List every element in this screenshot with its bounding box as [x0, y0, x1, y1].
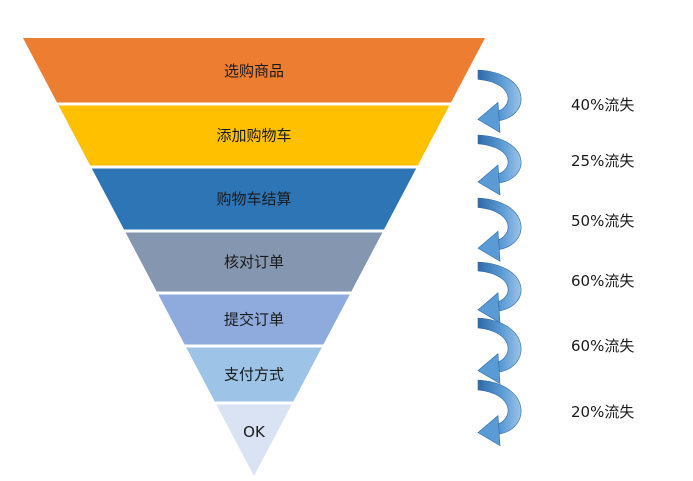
curved-arrow-icon — [477, 197, 522, 262]
stage-band-7 — [216, 404, 292, 476]
loss-arrows — [477, 69, 522, 447]
loss-label-2: 25%流失 — [571, 152, 634, 170]
loss-label-5: 60%流失 — [571, 337, 634, 355]
loss-label-4: 60%流失 — [571, 272, 634, 290]
funnel-stages — [23, 38, 485, 476]
curved-arrow-icon — [477, 317, 522, 385]
loss-label-3: 50%流失 — [571, 212, 634, 230]
stage-label-1: 选购商品 — [224, 62, 284, 80]
curved-arrow-icon — [477, 134, 522, 196]
stage-label-2: 添加购物车 — [216, 127, 291, 145]
curved-arrow-icon — [477, 379, 522, 447]
stage-band-2 — [58, 105, 450, 166]
curved-arrow-icon — [477, 261, 522, 324]
stage-band-5 — [158, 294, 350, 345]
stage-band-4 — [125, 232, 383, 292]
loss-label-1: 40%流失 — [571, 96, 634, 114]
stage-band-1 — [23, 38, 485, 103]
stage-label-5: 提交订单 — [224, 311, 284, 329]
stage-label-7: OK — [243, 423, 266, 441]
stage-label-3: 购物车结算 — [216, 190, 291, 208]
stage-labels: 选购商品 添加购物车 购物车结算 核对订单 提交订单 支付方式 OK — [216, 62, 291, 441]
loss-label-6: 20%流失 — [571, 403, 634, 421]
stage-label-4: 核对订单 — [224, 253, 284, 271]
curved-arrow-icon — [477, 69, 522, 133]
loss-labels: 40%流失 25%流失 50%流失 60%流失 60%流失 20%流失 — [571, 96, 634, 421]
stage-label-6: 支付方式 — [224, 366, 284, 384]
stage-band-3 — [91, 168, 417, 230]
stage-band-6 — [186, 347, 322, 402]
